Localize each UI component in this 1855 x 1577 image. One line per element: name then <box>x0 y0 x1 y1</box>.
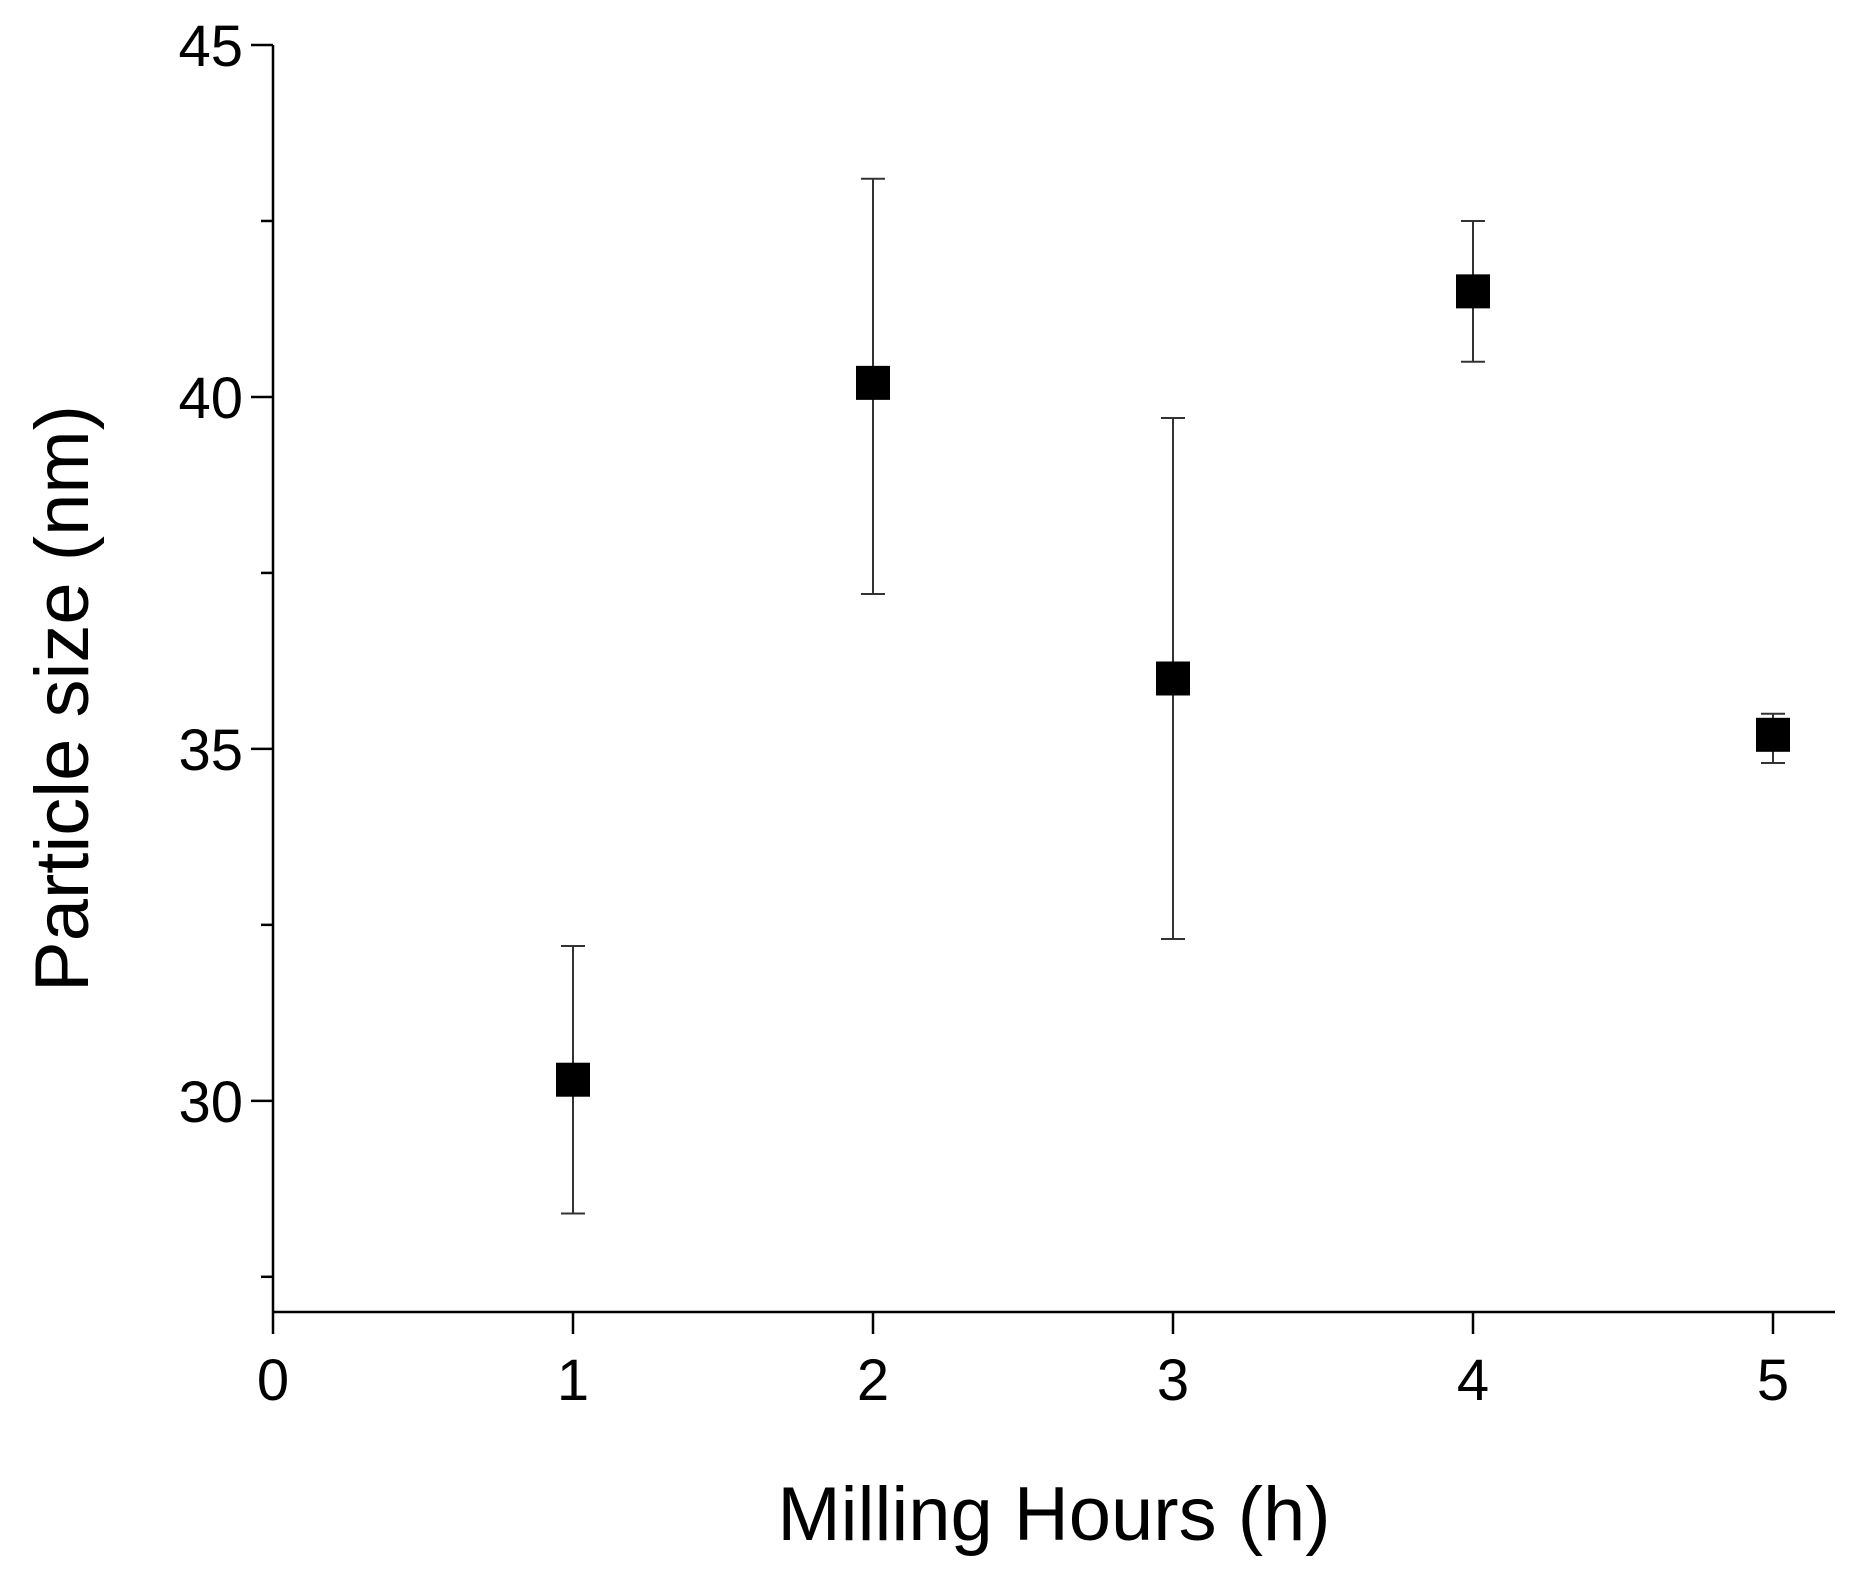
y-tick-label: 45 <box>178 14 243 79</box>
x-tick-label: 4 <box>1457 1348 1489 1413</box>
x-tick-label: 2 <box>857 1348 889 1413</box>
y-tick-label: 40 <box>178 366 243 431</box>
data-point <box>556 1062 590 1097</box>
y-axis-title: Particle size (nm) <box>20 405 105 992</box>
y-tick-label: 35 <box>178 718 243 783</box>
error-bars <box>561 177 1785 1215</box>
data-point <box>1456 274 1490 309</box>
x-tick-label: 0 <box>257 1348 289 1413</box>
data-point <box>856 365 890 400</box>
x-tick-label: 5 <box>1757 1348 1789 1413</box>
x-tick-label: 3 <box>1157 1348 1189 1413</box>
x-tick-label: 1 <box>557 1348 589 1413</box>
x-axis-title: Milling Hours (h) <box>777 1472 1330 1557</box>
data-point <box>1156 661 1190 696</box>
data-point <box>1756 717 1790 752</box>
data-markers <box>556 274 1790 1097</box>
y-tick-label: 30 <box>178 1070 243 1135</box>
